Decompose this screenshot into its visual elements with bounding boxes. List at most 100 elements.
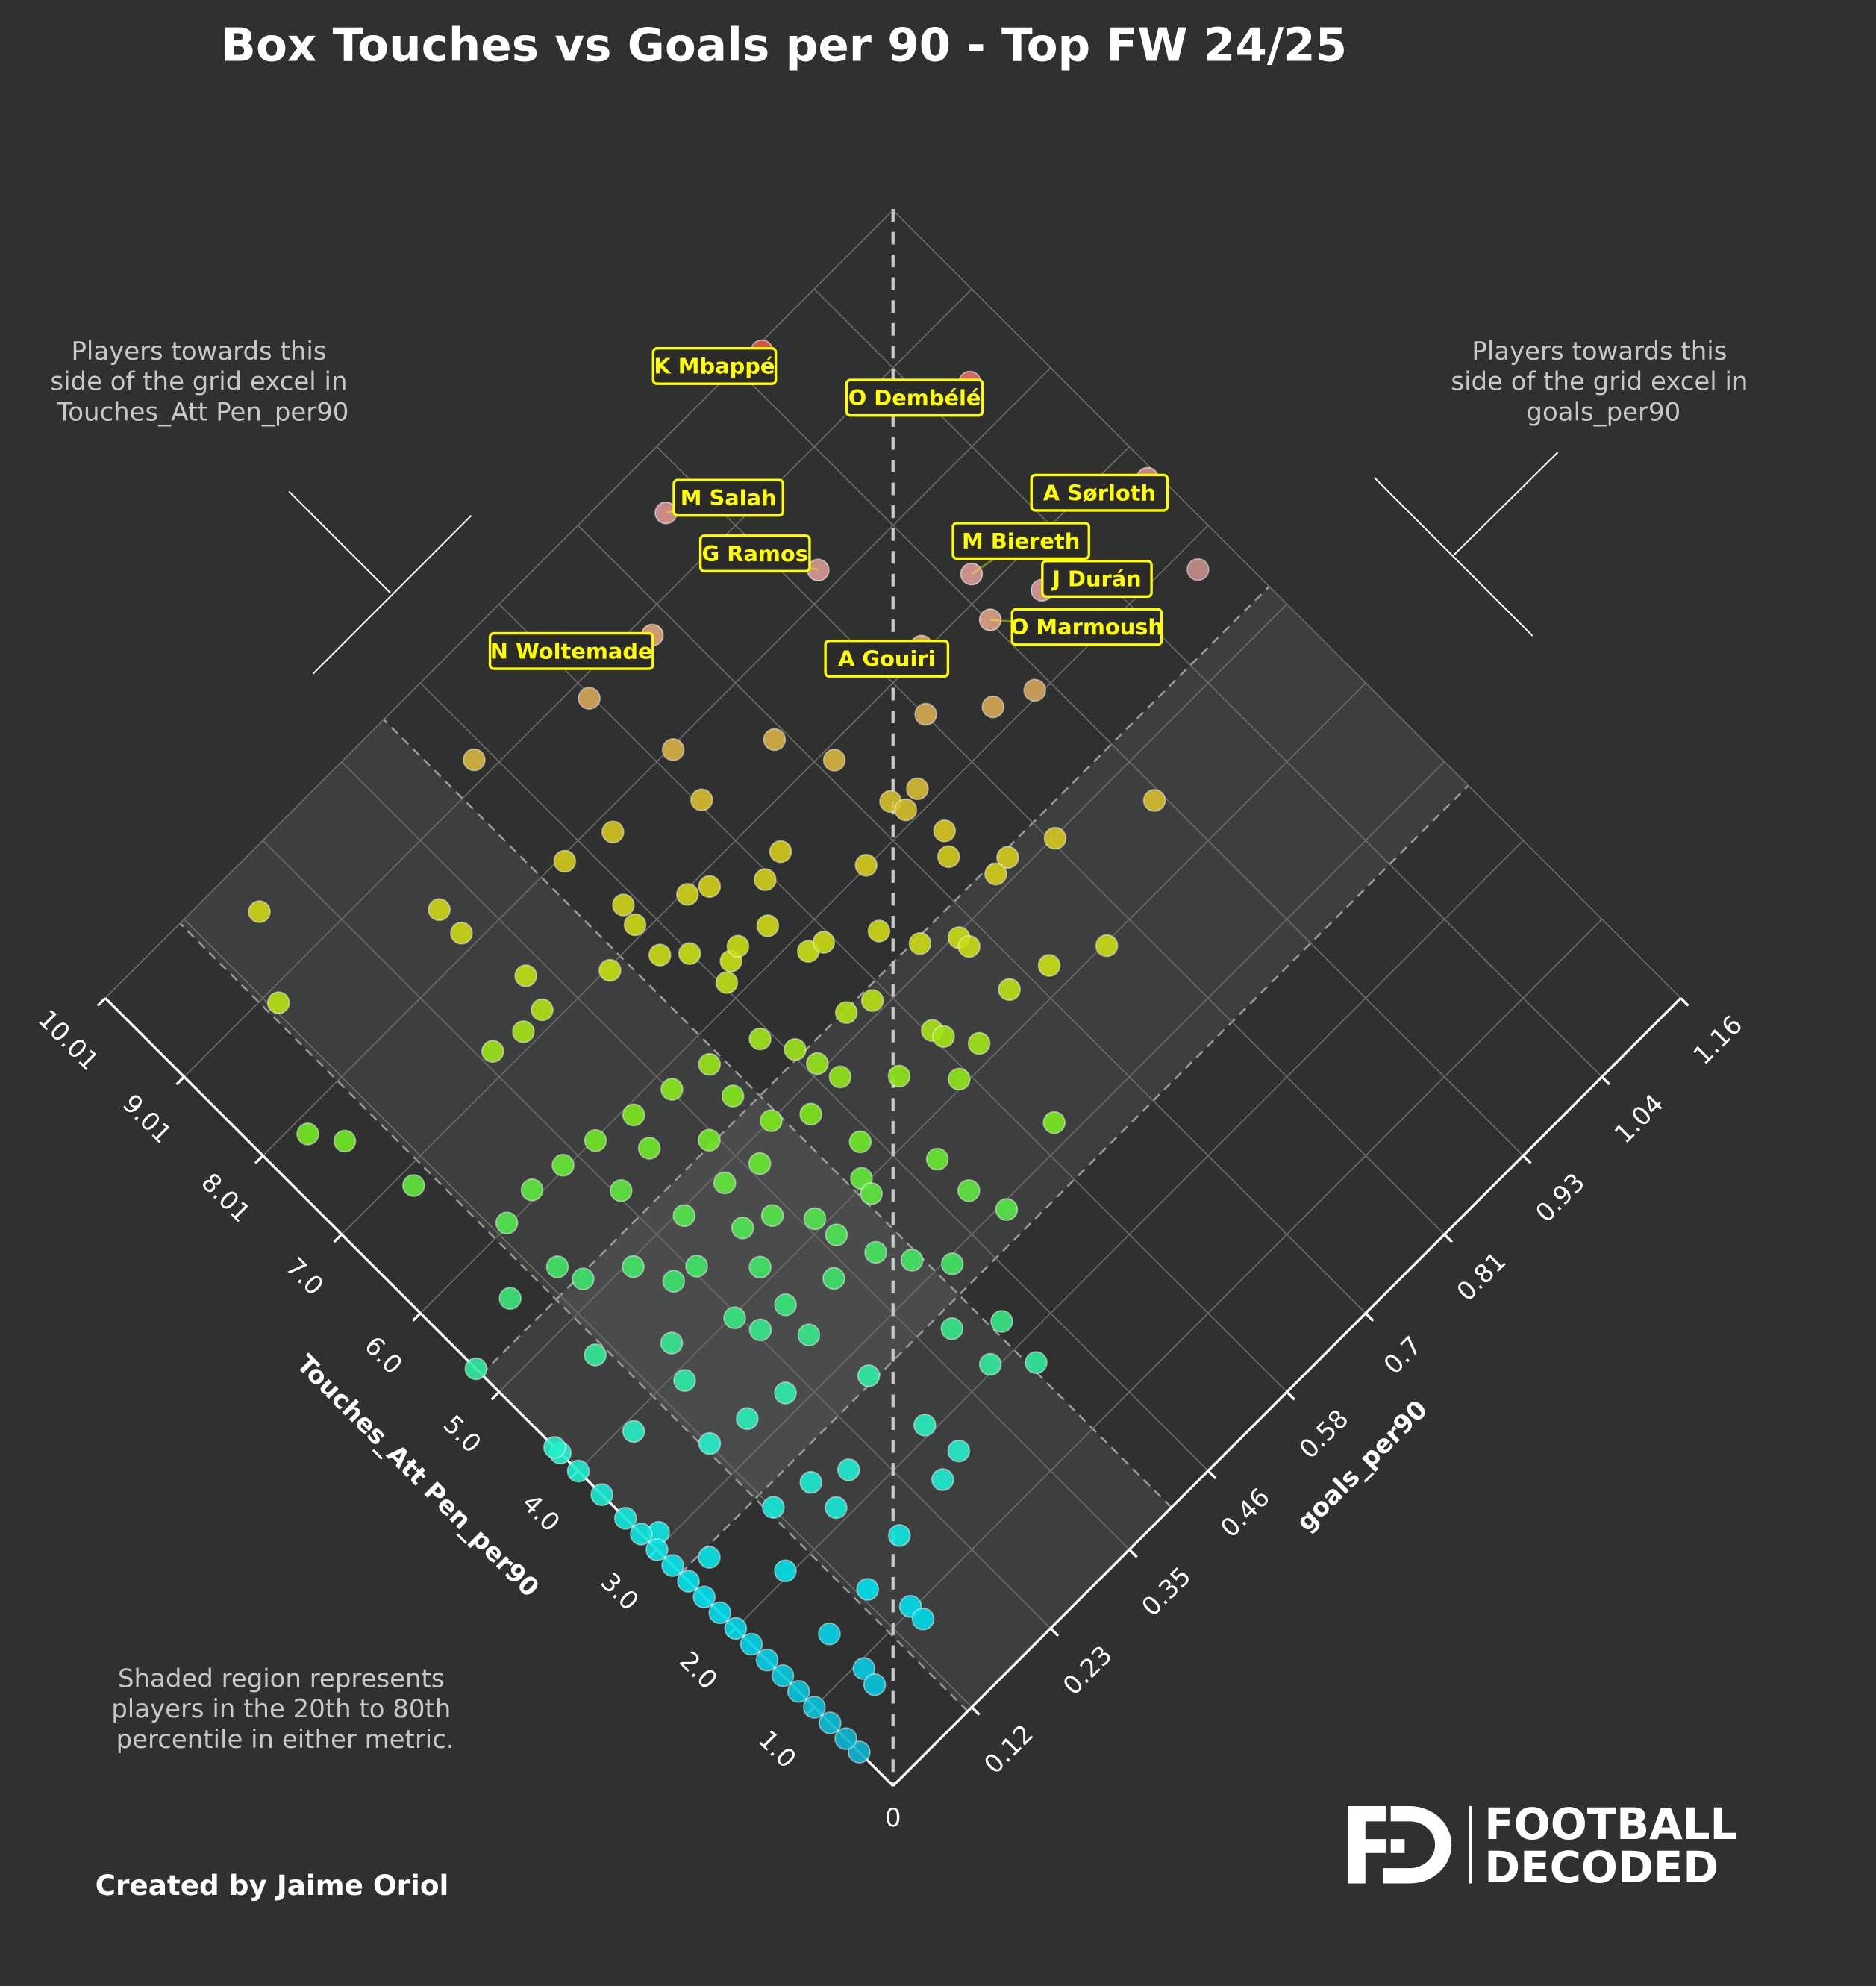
scatter-point [908, 931, 932, 955]
y-tick-mark [1049, 1627, 1060, 1637]
y-tick-label: 0.46 [1215, 1482, 1276, 1543]
percentile-dashed-line [680, 784, 1469, 1575]
scatter-point [799, 1102, 822, 1126]
scatter-point [769, 840, 792, 864]
x-tick-mark [412, 1312, 422, 1322]
scatter-point [698, 875, 722, 899]
player-label: M Biereth [951, 522, 1090, 575]
scatter-point [715, 971, 739, 994]
y-tick-mark [1601, 1075, 1611, 1086]
scatter-point [755, 1648, 779, 1672]
grid-line-y [498, 603, 1288, 1393]
x-tick-mark [254, 1155, 264, 1164]
fd-logo-mark-icon [1348, 1806, 1452, 1884]
y-axis-label: goals_per90 [1291, 1395, 1433, 1537]
scatter-point [787, 1680, 810, 1703]
y-tick-mark [1128, 1548, 1138, 1558]
scatter-point [543, 1436, 566, 1459]
scatter-point [774, 1381, 797, 1405]
scatter-point [428, 898, 451, 922]
scatter-point [590, 1483, 613, 1506]
scatter-point [937, 845, 960, 869]
scatter-point [1025, 1351, 1048, 1374]
x-tick-label: 4.0 [516, 1488, 565, 1537]
scatter-point [894, 798, 918, 822]
x-tick-mark [333, 1233, 343, 1243]
scatter-point [676, 883, 699, 906]
scatter-point [857, 1364, 881, 1387]
grid-line-y [813, 288, 1603, 1078]
player-label: G Ramos [698, 534, 819, 573]
y-tick-label: 0.58 [1294, 1404, 1355, 1465]
scatter-point [748, 1152, 772, 1175]
scatter-point [1095, 934, 1119, 958]
scatter-point [677, 1570, 700, 1593]
scatter-point [266, 991, 290, 1014]
scatter-point [760, 1109, 783, 1132]
scatter-point [967, 1031, 991, 1055]
player-name: A Sørloth [1043, 480, 1156, 505]
y-tick-mark [1522, 1155, 1532, 1164]
scatter-point [748, 1318, 772, 1342]
grid-line-x [341, 446, 1131, 1235]
scatter-point [622, 1255, 645, 1278]
scatter-point [990, 1310, 1013, 1333]
right-side-indicator [1373, 452, 1559, 637]
scatter-point [551, 1153, 575, 1177]
scatter-point [512, 1020, 535, 1043]
scatter-point [812, 931, 836, 954]
credit-text: Created by Jaime Oriol [96, 1869, 449, 1902]
scatter-point [514, 964, 537, 987]
player-name: G Ramos [702, 541, 808, 566]
scatter-point [774, 1293, 797, 1317]
scatter-point [754, 868, 777, 891]
player-label: M Salah [666, 478, 784, 517]
x-tick-label: 10.01 [32, 1005, 104, 1077]
scatter-point [610, 1178, 633, 1202]
scatter-point [333, 1129, 357, 1153]
scatter-point [854, 854, 878, 877]
y-tick-label: 0.7 [1378, 1331, 1428, 1380]
scatter-point [756, 914, 780, 937]
scatter-point [1037, 954, 1061, 977]
grid-line-y [735, 367, 1524, 1157]
player-label-box [1041, 560, 1153, 599]
grid-line-x [419, 525, 1209, 1314]
scatter-point [774, 1559, 797, 1583]
y-tick-mark [1207, 1470, 1217, 1480]
scatter-point [736, 1407, 759, 1431]
x-tick-label: 6.0 [358, 1331, 407, 1380]
scatter-point [887, 1064, 911, 1088]
scatter-point [531, 998, 554, 1022]
scatter-point [981, 695, 1004, 719]
scatter-point [464, 1357, 488, 1381]
scatter-point [940, 1252, 964, 1275]
player-name: O Marmoush [1010, 614, 1163, 640]
scatter-point [784, 1038, 807, 1061]
player-label: O Dembélé [845, 378, 984, 417]
player-label-box [951, 522, 1090, 560]
scatter-point [520, 1178, 544, 1202]
percentile-dashed-line [481, 585, 1270, 1375]
scatter-point [690, 788, 713, 812]
scatter-point [726, 934, 750, 958]
x-tick-label: 3.0 [595, 1567, 644, 1617]
scatter-point [947, 1439, 971, 1463]
scatter-point [933, 819, 957, 843]
scatter-point [724, 1617, 748, 1640]
scatter-point [566, 1459, 590, 1483]
player-name: A Gouiri [838, 646, 935, 672]
x-tick-label: 8.01 [196, 1167, 257, 1228]
scatter-point [996, 846, 1019, 869]
player-point [978, 608, 1002, 631]
scatter-point [818, 1622, 841, 1646]
scatter-point [825, 1496, 848, 1520]
scatter-point [799, 1470, 822, 1494]
player-label-box [845, 378, 984, 417]
scatter-point [760, 1204, 784, 1227]
grid-line-y [577, 525, 1366, 1314]
scatter-point [481, 1040, 504, 1063]
scatter-point [248, 900, 271, 923]
scatter-point [713, 1171, 737, 1195]
y-tick-label: 0.12 [978, 1719, 1039, 1780]
